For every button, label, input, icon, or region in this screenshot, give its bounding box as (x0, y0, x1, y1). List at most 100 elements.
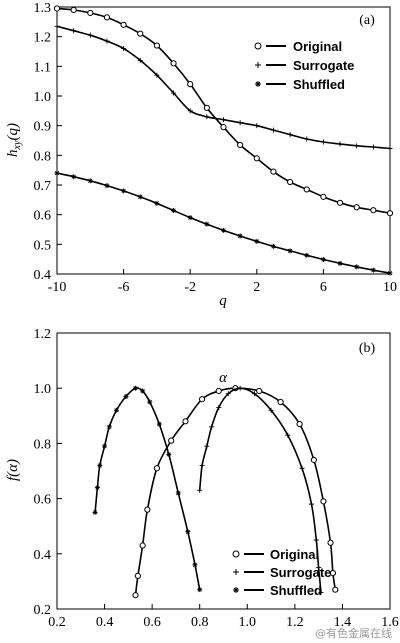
point-surrogate (204, 114, 210, 120)
y-tick-label: 0.6 (34, 493, 52, 508)
panel-a-y-axis-label-base: h (5, 149, 21, 157)
point-surrogate (251, 391, 257, 397)
point-original (270, 168, 277, 175)
point-original (203, 104, 210, 111)
point-original (187, 81, 194, 88)
point-shuffled (171, 208, 177, 214)
point-surrogate (287, 132, 293, 138)
point-original (336, 199, 344, 206)
point-surrogate (370, 144, 376, 150)
point-shuffled (121, 188, 127, 194)
point-shuffled (97, 462, 103, 468)
legend-plus-icon (233, 569, 239, 575)
y-tick-label: 0.4 (34, 268, 52, 283)
y-tick-label: 1.2 (34, 31, 52, 46)
point-shuffled (54, 170, 60, 176)
point-original (303, 186, 310, 193)
point-original (310, 456, 317, 464)
legend-asterisk-icon (233, 587, 239, 593)
point-shuffled (270, 243, 276, 249)
point-original (139, 542, 146, 549)
point-original (370, 207, 377, 214)
point-surrogate (104, 38, 110, 44)
panel-b-legend: Original Surrogate Shuffled (232, 547, 331, 598)
y-tick-label: 1.2 (34, 327, 52, 342)
point-surrogate (309, 501, 315, 507)
point-surrogate (216, 405, 222, 411)
y-tick-label: 0.8 (34, 437, 52, 452)
point-surrogate (204, 443, 210, 449)
point-surrogate (304, 136, 310, 142)
point-original (320, 498, 327, 505)
point-surrogate (320, 139, 326, 145)
panel-a: -10 -6 -2 2 6 10 0.4 0.5 0.6 0.7 0.8 0.9 1.0 1.1 1.2 1.… (5, 1, 397, 309)
point-original (329, 570, 337, 577)
panel-a-legend-original: Original (254, 39, 342, 54)
panel-a-label: (a) (359, 13, 375, 28)
y-tick-label: 0.5 (34, 238, 52, 253)
point-shuffled (113, 407, 119, 413)
point-shuffled (140, 388, 146, 394)
point-original (144, 506, 151, 513)
x-tick-label: 2 (253, 280, 260, 295)
x-tick-label: 0.2 (48, 615, 66, 630)
legend-label: Original (270, 547, 319, 562)
point-original (132, 592, 139, 599)
point-original (215, 387, 222, 395)
point-original (134, 572, 141, 579)
x-tick-label: 1.0 (239, 615, 257, 630)
y-tick-label: 1.3 (34, 1, 52, 16)
point-surrogate (199, 462, 205, 468)
point-original (237, 141, 244, 149)
y-tick-label: 0.9 (34, 120, 52, 135)
point-original (137, 30, 144, 37)
legend-label: Shuffled (293, 77, 345, 92)
x-tick-label: 1.2 (286, 615, 304, 630)
series-line-shuffled-a (56, 172, 391, 274)
point-surrogate (187, 108, 193, 114)
series-line-shuffled-b (94, 387, 201, 590)
point-shuffled (287, 248, 293, 254)
y-tick-label: 1.0 (34, 382, 52, 397)
panel-a-y-axis-label-sub: xy (12, 140, 23, 150)
x-tick-label: -2 (184, 280, 196, 295)
x-tick-label: -10 (48, 280, 67, 295)
y-tick-label: 0.4 (34, 548, 52, 563)
point-surrogate (197, 487, 203, 493)
y-tick-label: 0.8 (34, 149, 52, 164)
point-surrogate (87, 32, 93, 38)
point-surrogate (209, 424, 215, 430)
point-surrogate (237, 120, 243, 126)
point-shuffled (192, 562, 198, 568)
panel-b: 0.2 0.4 0.6 0.8 1.0 1.2 1.4 1.6 0.2 0.4 0.6 0.8 1.0 1… (5, 327, 399, 630)
point-shuffled (137, 194, 143, 200)
point-original (120, 21, 127, 28)
point-surrogate (221, 117, 226, 123)
panel-a-frame (56, 6, 391, 275)
x-tick-label: 0.8 (191, 615, 209, 630)
point-surrogate (254, 123, 260, 129)
panel-a-legend-shuffled: Shuffled (255, 77, 345, 92)
point-shuffled (154, 200, 160, 206)
legend-circle-icon (232, 550, 240, 558)
point-shuffled (304, 252, 310, 258)
panel-b-curves (92, 385, 339, 599)
point-shuffled (147, 399, 153, 405)
point-shuffled (237, 233, 243, 239)
point-original (320, 193, 327, 200)
point-shuffled (156, 421, 162, 427)
legend-asterisk-icon (255, 81, 261, 87)
point-original (182, 418, 189, 425)
point-shuffled (94, 485, 100, 491)
point-surrogate (171, 90, 177, 96)
point-surrogate (318, 589, 324, 595)
point-surrogate (268, 407, 274, 413)
legend-circle-icon (254, 42, 262, 50)
point-surrogate (154, 72, 160, 78)
point-original (256, 387, 263, 395)
y-tick-label: 0.7 (34, 179, 52, 194)
point-original (253, 155, 260, 162)
panel-a-ticks: -10 -6 -2 2 6 10 0.4 0.5 0.6 0.7 0.8 0.9 1.0 1.1 1.2 1.… (34, 1, 398, 295)
point-shuffled (71, 174, 77, 180)
point-surrogate (316, 565, 322, 571)
